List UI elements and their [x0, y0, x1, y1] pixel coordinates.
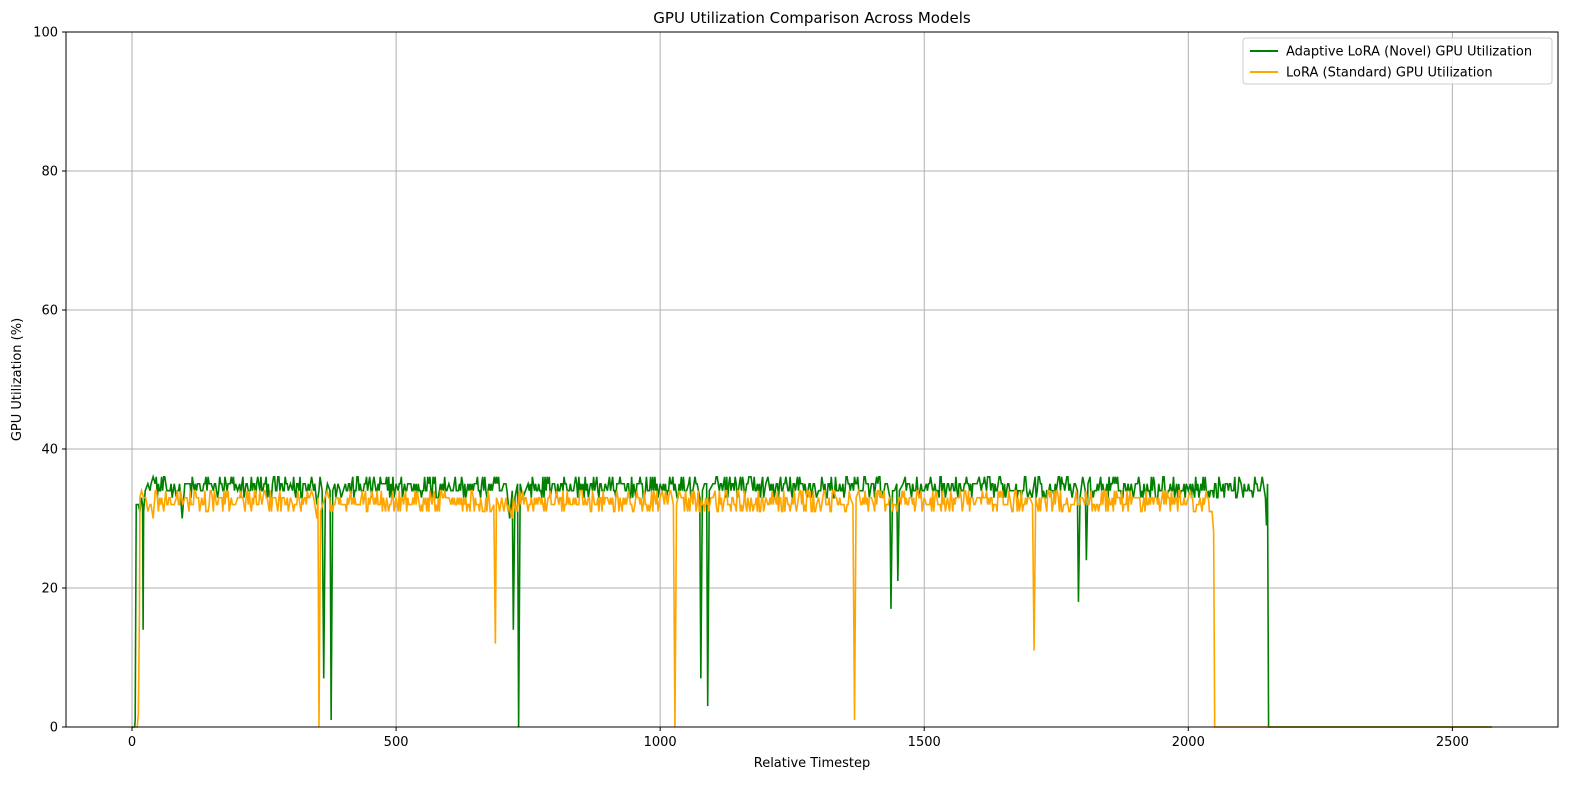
x-tick-label: 2500: [1436, 735, 1469, 750]
x-tick-label: 1500: [908, 735, 941, 750]
y-tick-label: 20: [41, 582, 58, 597]
y-tick-label: 100: [33, 26, 58, 41]
y-tick-label: 80: [41, 165, 58, 180]
x-axis-label: Relative Timestep: [754, 756, 871, 771]
series-line-adaptive-lora: [132, 474, 1492, 728]
x-tick-label: 1000: [644, 735, 677, 750]
y-axis-label: GPU Utilization (%): [10, 318, 25, 441]
grid-lines: [66, 31, 1558, 728]
x-tick-label: 0: [128, 735, 136, 750]
legend-box: [1242, 37, 1553, 85]
legend: Adaptive LoRA (Novel) GPU Utilization Lo…: [1242, 37, 1553, 85]
x-tick-label: 500: [384, 735, 409, 750]
legend-entry-adaptive-lora: Adaptive LoRA (Novel) GPU Utilization: [1286, 45, 1532, 60]
y-tick-label: 40: [41, 443, 58, 458]
chart-title: GPU Utilization Comparison Across Models: [653, 9, 971, 27]
axis-ticks: 0 500 1000 1500 2000 2500 0 20 40 60 80 100: [33, 26, 1469, 751]
x-tick-label: 2000: [1172, 735, 1205, 750]
series-lines: [132, 474, 1492, 728]
series-line-lora-standard: [132, 487, 1492, 728]
y-tick-label: 60: [41, 304, 58, 319]
legend-entry-lora-standard: LoRA (Standard) GPU Utilization: [1286, 66, 1493, 81]
plot-frame: [65, 31, 1559, 728]
y-tick-label: 0: [50, 721, 58, 736]
